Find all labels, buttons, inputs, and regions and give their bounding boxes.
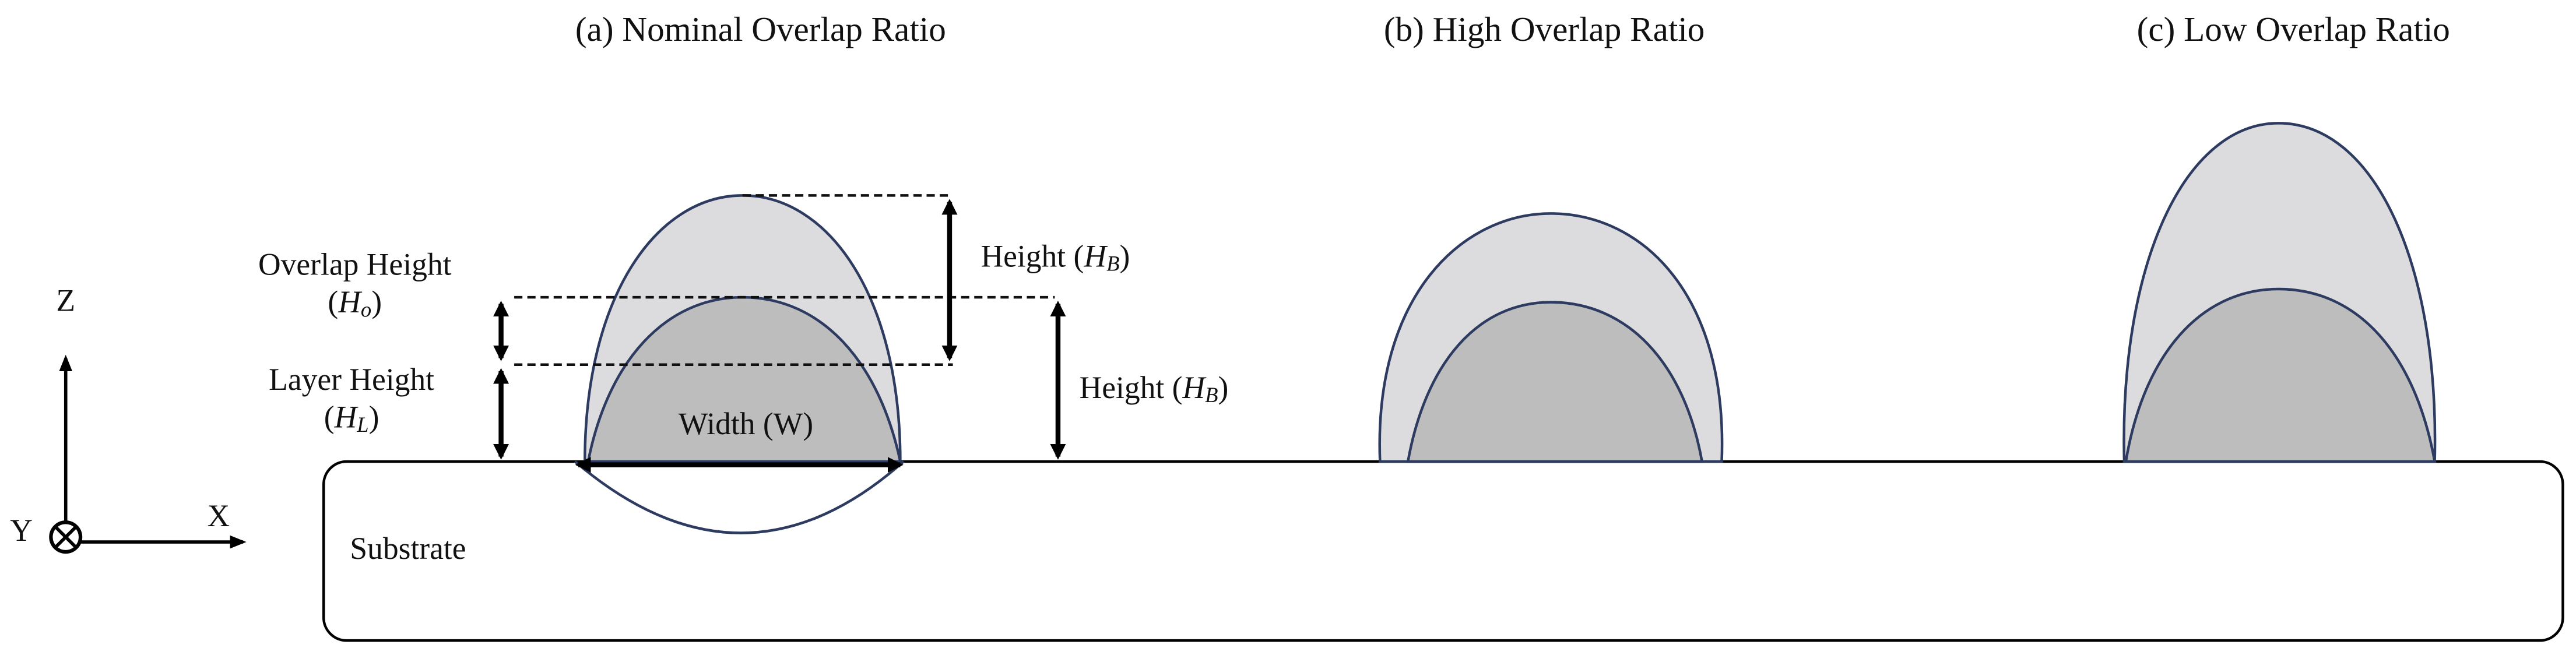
axis-x: X [207,498,230,533]
width-label: Width (W) [679,406,813,441]
axes: Z X Y [10,283,247,554]
overlap-height-symbol: (Ho) [328,285,382,322]
substrate [322,460,2564,642]
substrate-label: Substrate [350,531,466,566]
layer-height-label: Layer Height [269,362,434,397]
axis-z: Z [56,283,75,318]
bead-bottom-line [574,460,905,534]
height-label-upper: Height (HB) [981,239,1130,276]
bead-c [2122,122,2437,463]
layer-height-symbol: (HL) [324,400,379,436]
title-a: (a) Nominal Overlap Ratio [575,10,946,48]
overlap-height-label: Overlap Height [258,247,452,282]
title-c: (c) Low Overlap Ratio [2137,10,2450,48]
bead-b [1378,212,1724,463]
axis-y: Y [10,513,33,548]
title-b: (b) High Overlap Ratio [1384,10,1705,48]
height-label-right: Height (HB) [1080,370,1229,407]
dimensions [493,194,1066,473]
